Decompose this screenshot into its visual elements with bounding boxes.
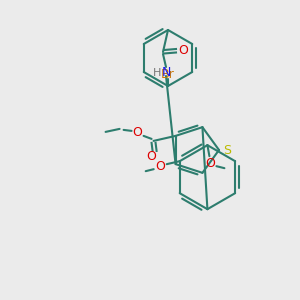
Text: O: O bbox=[155, 160, 165, 173]
Text: O: O bbox=[178, 44, 188, 56]
Text: N: N bbox=[161, 67, 171, 80]
Text: Br: Br bbox=[161, 68, 175, 80]
Text: S: S bbox=[223, 143, 231, 157]
Text: O: O bbox=[206, 157, 215, 170]
Text: H: H bbox=[153, 68, 161, 78]
Text: O: O bbox=[147, 150, 157, 164]
Text: O: O bbox=[133, 126, 142, 140]
